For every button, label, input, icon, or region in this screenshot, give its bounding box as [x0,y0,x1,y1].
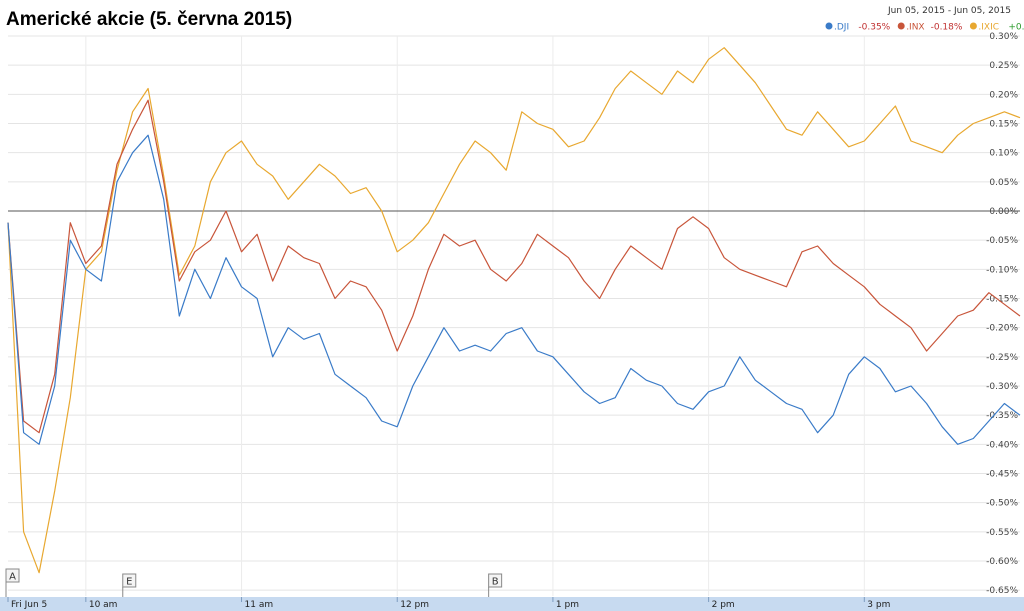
y-tick-label: 0.10% [989,149,1018,159]
y-tick-label: -0.45% [986,470,1018,480]
y-tick-label: 0.25% [989,61,1018,71]
legend-dot-ixic [969,22,977,30]
x-tick-label: 2 pm [712,600,735,610]
series-line-dji [7,134,1021,445]
x-tick-label: 3 pm [867,600,890,610]
y-tick-label: 0.00% [989,207,1018,217]
event-flag-label: B [492,577,499,588]
y-tick-label: -0.10% [986,265,1018,275]
date-range-label: Jun 05, 2015 - Jun 05, 2015 [887,6,1011,16]
y-tick-label: -0.35% [986,411,1018,421]
y-tick-label: 0.20% [989,90,1018,100]
y-tick-label: -0.65% [986,586,1018,596]
y-axis-tick-labels: 0.30% 0.25% 0.20% 0.15% 0.10% 0.05% 0.00% -0.05… [986,32,1018,596]
x-axis-bar [0,597,1024,611]
y-tick-label: -0.15% [986,295,1018,305]
legend-change-ixic: +0.16% [1008,23,1024,33]
legend-change-dji: -0.35% [858,23,890,33]
x-tick-label: 10 am [89,600,118,610]
y-tick-label: -0.20% [986,324,1018,334]
legend-dot-inx [897,22,905,30]
legend-dot-dji [825,22,833,30]
legend: .DJI -0.35% .INX -0.18% .IXIC +0.16% [825,22,1024,33]
x-tick-label: 12 pm [400,600,429,610]
x-tick-label: 1 pm [556,600,579,610]
event-flag-box [5,568,20,583]
legend-name-inx: .INX [906,23,924,33]
y-tick-label: 0.05% [989,178,1018,188]
event-flag-label: E [126,577,132,588]
y-tick-label: -0.30% [986,382,1018,392]
y-tick-label: -0.05% [986,236,1018,246]
event-flag-box [488,573,503,588]
series-lines [7,47,1021,574]
legend-name-ixic: .IXIC [978,23,999,33]
legend-name-dji: .DJI [834,23,849,33]
x-axis-ticks: Fri Jun 5 10 am 11 am 12 pm 1 pm 2 pm 3 pm [7,597,890,610]
chart-title: Americké akcie (5. června 2015) [6,9,292,30]
y-tick-label: -0.50% [986,499,1018,509]
event-flag-label: A [9,572,16,583]
x-tick-label: 11 am [245,600,274,610]
event-flag-box [122,573,137,588]
y-tick-label: -0.25% [986,353,1018,363]
y-tick-label: -0.55% [986,528,1018,538]
y-tick-label: -0.60% [986,557,1018,567]
series-line-inx [7,99,1021,434]
legend-change-inx: -0.18% [931,23,963,33]
series-line-ixic [7,47,1021,574]
y-tick-label: -0.40% [986,440,1018,450]
y-tick-label: 0.15% [989,120,1018,130]
y-tick-label: 0.30% [989,32,1018,42]
x-tick-label: Fri Jun 5 [11,600,47,610]
